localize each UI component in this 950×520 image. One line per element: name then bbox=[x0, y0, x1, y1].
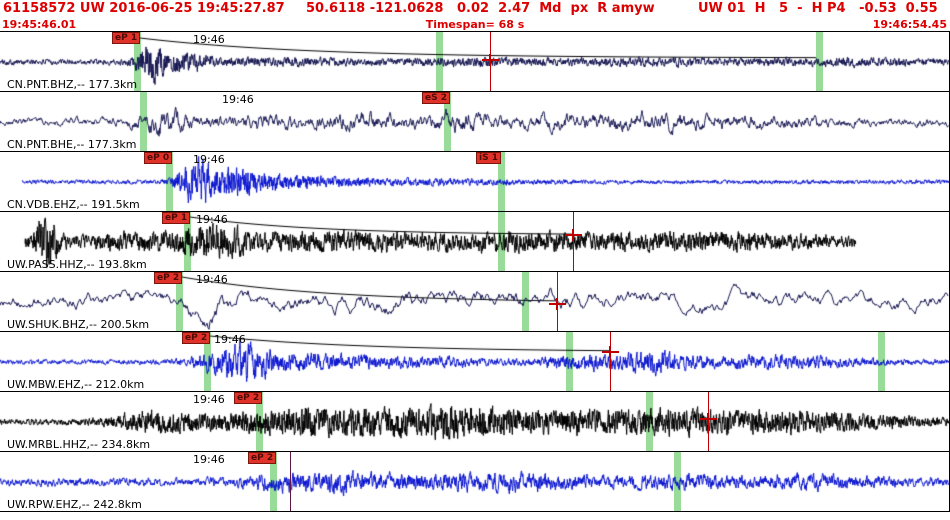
waveform-canvas[interactable] bbox=[0, 452, 949, 511]
station-label: UW.PASS.HHZ,-- 193.8km bbox=[7, 258, 147, 271]
trace-row-5[interactable]: eP 2 19:46 UW.MBW.EHZ,-- 212.0km bbox=[0, 332, 949, 392]
phase-label[interactable]: eP 2 bbox=[154, 272, 183, 284]
trace-time-label: 19:46 bbox=[196, 213, 228, 226]
trace-list: eP 1 19:46 CN.PNT.BHZ,-- 177.3km eS 2 19:46 C… bbox=[0, 31, 950, 512]
trace-time-label: 19:46 bbox=[222, 93, 254, 106]
origin-summary: 50.6118 -121.0628 0.02 2.47 Md px R amyw bbox=[306, 1, 655, 16]
waveform-canvas[interactable] bbox=[0, 392, 949, 451]
trace-time-label: 19:46 bbox=[193, 453, 225, 466]
waveform-canvas[interactable] bbox=[0, 152, 949, 211]
station-label: CN.VDB.EHZ,-- 191.5km bbox=[7, 198, 140, 211]
phase-label[interactable]: eS 2 bbox=[422, 92, 450, 104]
pick-cross-mark bbox=[609, 346, 611, 358]
waveform-canvas[interactable] bbox=[0, 32, 949, 91]
phase-label[interactable]: eP 1 bbox=[162, 212, 191, 224]
trace-row-6[interactable]: eP 2 19:46 UW.MRBL.HHZ,-- 234.8km bbox=[0, 392, 949, 452]
event-header: 61158572 UW 2016-06-25 19:45:27.87 50.61… bbox=[0, 0, 950, 18]
waveform-canvas[interactable] bbox=[0, 332, 949, 391]
pick-summary: UW 01 H 5 - H P4 -0.53 0.55 bbox=[698, 1, 938, 16]
window-end-time: 19:46:54.45 bbox=[872, 18, 947, 31]
phase-label[interactable]: eP 0 bbox=[144, 152, 173, 164]
pick-cross-mark bbox=[572, 229, 574, 241]
trace-row-7[interactable]: eP 2 19:46 UW.RPW.EHZ,-- 242.8km bbox=[0, 452, 949, 512]
trace-time-label: 19:46 bbox=[214, 333, 246, 346]
phase-label[interactable]: eP 2 bbox=[234, 392, 263, 404]
phase-label[interactable]: eP 1 bbox=[112, 32, 141, 44]
trace-row-1[interactable]: eS 2 19:46 CN.PNT.BHE,-- 177.3km bbox=[0, 92, 949, 152]
trace-row-0[interactable]: eP 1 19:46 CN.PNT.BHZ,-- 177.3km bbox=[0, 32, 949, 92]
station-label: UW.MBW.EHZ,-- 212.0km bbox=[7, 378, 145, 391]
arrival-marker-line[interactable] bbox=[290, 452, 291, 511]
station-label: UW.SHUK.BHZ,-- 200.5km bbox=[7, 318, 150, 331]
pick-cross-mark bbox=[707, 413, 709, 425]
phase-label[interactable]: iS 1 bbox=[476, 152, 501, 164]
phase-label[interactable]: eP 2 bbox=[248, 452, 277, 464]
trace-row-3[interactable]: eP 1 19:46 UW.PASS.HHZ,-- 193.8km bbox=[0, 212, 949, 272]
trace-time-label: 19:46 bbox=[193, 393, 225, 406]
time-bar: 19:45:46.01 Timespan= 68 s 19:46:54.45 bbox=[0, 18, 950, 31]
trace-time-label: 19:46 bbox=[196, 273, 228, 286]
waveform-canvas[interactable] bbox=[0, 212, 949, 271]
phase-label[interactable]: eP 2 bbox=[182, 332, 211, 344]
station-label: UW.RPW.EHZ,-- 242.8km bbox=[7, 498, 142, 511]
trace-time-label: 19:46 bbox=[193, 33, 225, 46]
arrival-marker-line[interactable] bbox=[610, 332, 611, 391]
trace-time-label: 19:46 bbox=[193, 153, 225, 166]
station-label: UW.MRBL.HHZ,-- 234.8km bbox=[7, 438, 151, 451]
station-label: CN.PNT.BHE,-- 177.3km bbox=[7, 138, 137, 151]
trace-row-4[interactable]: eP 2 19:46 UW.SHUK.BHZ,-- 200.5km bbox=[0, 272, 949, 332]
waveform-canvas[interactable] bbox=[0, 92, 949, 151]
window-start-time: 19:45:46.01 bbox=[2, 18, 77, 31]
timespan-label: Timespan= 68 s bbox=[425, 18, 525, 31]
station-label: CN.PNT.BHZ,-- 177.3km bbox=[7, 78, 138, 91]
pick-cross-mark bbox=[489, 54, 491, 66]
trace-row-2[interactable]: eP 0 iS 1 19:46 CN.VDB.EHZ,-- 191.5km bbox=[0, 152, 949, 212]
event-id-datetime: 61158572 UW 2016-06-25 19:45:27.87 bbox=[3, 1, 285, 16]
pick-cross-mark bbox=[556, 298, 558, 310]
arrival-marker-line[interactable] bbox=[573, 212, 574, 271]
